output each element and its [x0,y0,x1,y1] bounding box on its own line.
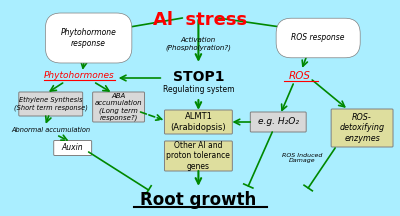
FancyBboxPatch shape [93,92,144,122]
Text: Al  stress: Al stress [153,11,248,29]
FancyBboxPatch shape [54,140,92,156]
Text: ROS: ROS [289,71,311,81]
Text: ALMT1
(Arabidopsis): ALMT1 (Arabidopsis) [170,112,226,132]
FancyBboxPatch shape [164,110,232,134]
Text: ROS Induced
Damage: ROS Induced Damage [282,152,322,163]
Text: Phytohormone
response: Phytohormone response [61,28,116,48]
Text: Regulating system: Regulating system [163,86,234,95]
Text: Ethylene Synthesis
(Short term response): Ethylene Synthesis (Short term response) [14,97,88,111]
Text: Other Al and
proton tolerance
genes: Other Al and proton tolerance genes [166,141,230,171]
Text: Root growth: Root growth [140,191,256,209]
FancyBboxPatch shape [250,112,306,132]
Text: STOP1: STOP1 [173,70,224,84]
Text: ROS response: ROS response [292,33,345,43]
Text: ROS-
detoxifying
enzymes: ROS- detoxifying enzymes [340,113,385,143]
FancyBboxPatch shape [19,92,83,116]
Text: Activation
(Phospholyration?): Activation (Phospholyration?) [166,37,231,51]
Text: Abnormal accumulation: Abnormal accumulation [11,127,90,133]
Text: ABA
accumulation
(Long term
response?): ABA accumulation (Long term response?) [95,93,142,121]
Text: e.g. H₂O₂: e.g. H₂O₂ [258,118,299,127]
Text: Phytohormones: Phytohormones [43,71,114,81]
Text: Auxin: Auxin [62,143,84,152]
FancyBboxPatch shape [164,141,232,171]
FancyBboxPatch shape [331,109,393,147]
